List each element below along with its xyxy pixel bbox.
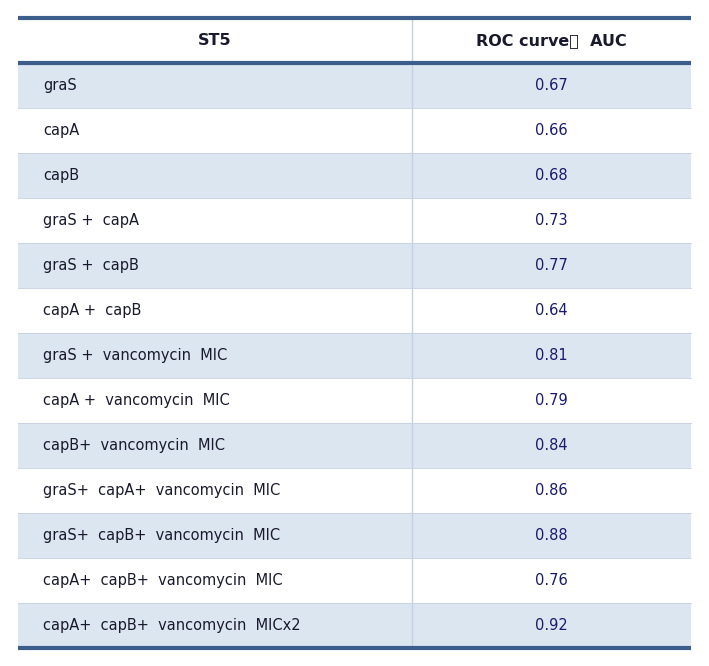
Bar — [18, 153, 691, 198]
Bar — [18, 108, 691, 153]
Text: 0.76: 0.76 — [535, 573, 568, 588]
Bar — [18, 558, 691, 603]
Text: ROC curve의  AUC: ROC curve의 AUC — [476, 33, 627, 48]
Text: 0.77: 0.77 — [535, 258, 568, 273]
Text: 0.68: 0.68 — [535, 168, 568, 183]
Bar — [18, 423, 691, 468]
Text: capA+  capB+  vancomycin  MICx2: capA+ capB+ vancomycin MICx2 — [43, 618, 301, 633]
Text: ST5: ST5 — [198, 33, 232, 48]
Bar — [18, 18, 691, 63]
Text: capB+  vancomycin  MIC: capB+ vancomycin MIC — [43, 438, 225, 453]
Bar — [18, 288, 691, 333]
Text: 0.86: 0.86 — [535, 483, 568, 498]
Text: 0.73: 0.73 — [535, 213, 568, 228]
Bar — [18, 378, 691, 423]
Text: graS+  capA+  vancomycin  MIC: graS+ capA+ vancomycin MIC — [43, 483, 280, 498]
Bar — [18, 603, 691, 648]
Text: 0.79: 0.79 — [535, 393, 568, 408]
Text: 0.92: 0.92 — [535, 618, 568, 633]
Text: capB: capB — [43, 168, 79, 183]
Text: graS +  capB: graS + capB — [43, 258, 139, 273]
Text: 0.66: 0.66 — [535, 123, 568, 138]
Bar — [18, 243, 691, 288]
Bar — [18, 513, 691, 558]
Text: 0.67: 0.67 — [535, 78, 568, 93]
Text: 0.84: 0.84 — [535, 438, 568, 453]
Text: capA: capA — [43, 123, 79, 138]
Text: graS+  capB+  vancomycin  MIC: graS+ capB+ vancomycin MIC — [43, 528, 280, 543]
Bar — [18, 468, 691, 513]
Text: graS +  vancomycin  MIC: graS + vancomycin MIC — [43, 348, 228, 363]
Text: 0.81: 0.81 — [535, 348, 568, 363]
Text: capA +  vancomycin  MIC: capA + vancomycin MIC — [43, 393, 230, 408]
Text: 0.64: 0.64 — [535, 303, 568, 318]
Bar — [18, 333, 691, 378]
Text: capA +  capB: capA + capB — [43, 303, 141, 318]
Text: graS: graS — [43, 78, 77, 93]
Text: graS +  capA: graS + capA — [43, 213, 139, 228]
Bar — [18, 198, 691, 243]
Text: capA+  capB+  vancomycin  MIC: capA+ capB+ vancomycin MIC — [43, 573, 283, 588]
Bar — [18, 63, 691, 108]
Text: 0.88: 0.88 — [535, 528, 568, 543]
